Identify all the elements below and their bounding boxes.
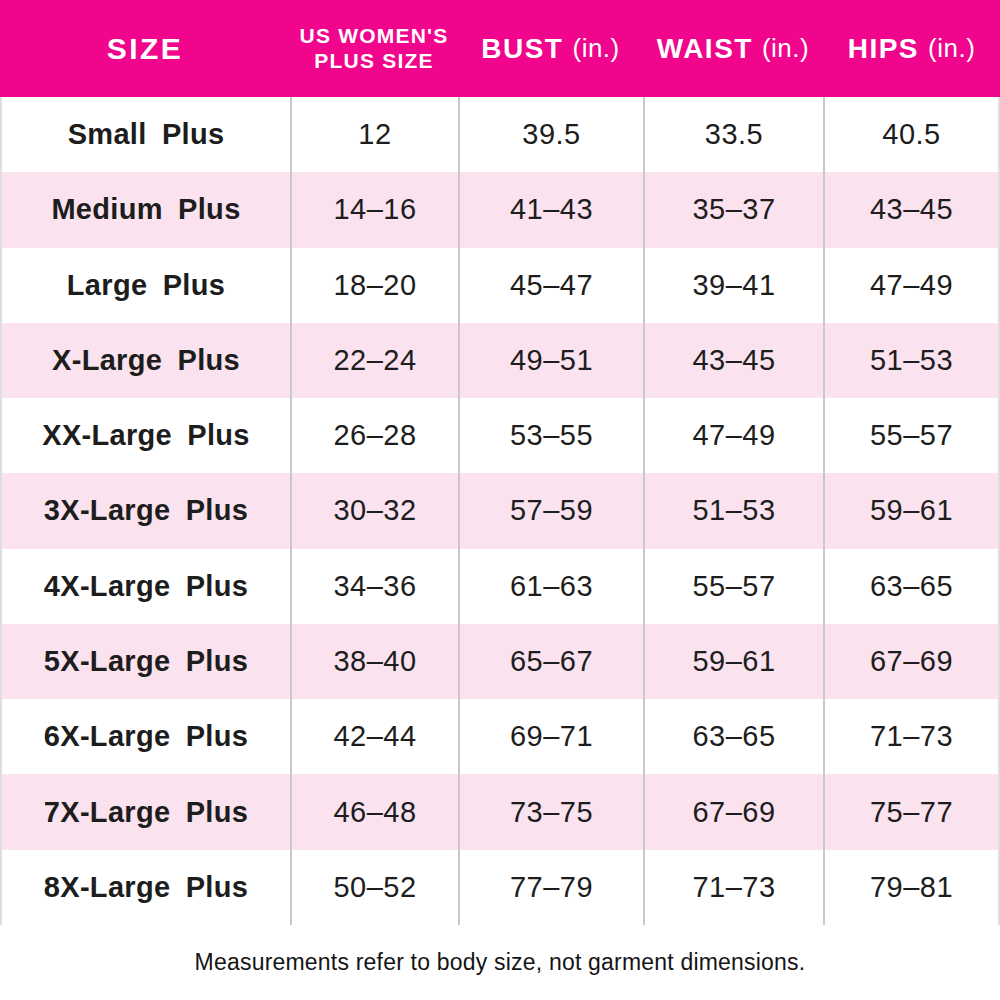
row-size-label: Small Plus (2, 97, 290, 172)
table-body: Small Plus1239.533.540.5Medium Plus14–16… (0, 97, 1000, 925)
column-header-hips-label: HIPS (848, 33, 919, 65)
cell-us_plus: 18–20 (290, 248, 458, 323)
cell-bust: 69–71 (458, 699, 643, 774)
cell-hips: 75–77 (823, 774, 998, 849)
row-size-label: Medium Plus (2, 172, 290, 247)
column-header-bust-label: BUST (481, 33, 563, 65)
column-header-line1: US WOMEN'S (300, 24, 449, 49)
table-row: 7X-Large Plus46–4873–7567–6975–77 (2, 774, 998, 849)
table-row: 5X-Large Plus38–4065–6759–6167–69 (2, 624, 998, 699)
cell-hips: 40.5 (823, 97, 998, 172)
row-size-label: X-Large Plus (2, 323, 290, 398)
row-size-label: 6X-Large Plus (2, 699, 290, 774)
cell-waist: 33.5 (643, 97, 823, 172)
column-header-us-womens-plus-size: US WOMEN'S PLUS SIZE (290, 0, 458, 97)
row-size-label: XX-Large Plus (2, 398, 290, 473)
row-size-label: 3X-Large Plus (2, 473, 290, 548)
table-header-row: SIZE US WOMEN'S PLUS SIZE BUST (in.) WAI… (0, 0, 1000, 97)
cell-hips: 55–57 (823, 398, 998, 473)
cell-waist: 39–41 (643, 248, 823, 323)
cell-waist: 51–53 (643, 473, 823, 548)
cell-hips: 67–69 (823, 624, 998, 699)
table-row: 8X-Large Plus50–5277–7971–7379–81 (2, 850, 998, 925)
cell-us_plus: 38–40 (290, 624, 458, 699)
plus-size-chart: SIZE US WOMEN'S PLUS SIZE BUST (in.) WAI… (0, 0, 1000, 1000)
cell-hips: 47–49 (823, 248, 998, 323)
cell-waist: 59–61 (643, 624, 823, 699)
cell-bust: 39.5 (458, 97, 643, 172)
cell-bust: 53–55 (458, 398, 643, 473)
row-size-label: Large Plus (2, 248, 290, 323)
footnote-text: Measurements refer to body size, not gar… (195, 949, 806, 976)
cell-bust: 73–75 (458, 774, 643, 849)
cell-hips: 63–65 (823, 549, 998, 624)
column-header-line2: PLUS SIZE (314, 49, 433, 74)
cell-bust: 57–59 (458, 473, 643, 548)
row-size-label: 7X-Large Plus (2, 774, 290, 849)
footnote-area: Measurements refer to body size, not gar… (0, 925, 1000, 1000)
table-row: X-Large Plus22–2449–5143–4551–53 (2, 323, 998, 398)
table-row: 4X-Large Plus34–3661–6355–5763–65 (2, 549, 998, 624)
cell-waist: 67–69 (643, 774, 823, 849)
cell-waist: 47–49 (643, 398, 823, 473)
row-size-label: 5X-Large Plus (2, 624, 290, 699)
cell-us_plus: 30–32 (290, 473, 458, 548)
column-header-waist-label: WAIST (657, 33, 753, 65)
table-row: 6X-Large Plus42–4469–7163–6571–73 (2, 699, 998, 774)
cell-hips: 51–53 (823, 323, 998, 398)
cell-us_plus: 42–44 (290, 699, 458, 774)
cell-waist: 63–65 (643, 699, 823, 774)
cell-waist: 55–57 (643, 549, 823, 624)
column-header-waist: WAIST (in.) (643, 0, 823, 97)
cell-bust: 45–47 (458, 248, 643, 323)
cell-us_plus: 26–28 (290, 398, 458, 473)
cell-hips: 79–81 (823, 850, 998, 925)
cell-us_plus: 12 (290, 97, 458, 172)
cell-bust: 61–63 (458, 549, 643, 624)
cell-hips: 71–73 (823, 699, 998, 774)
column-header-hips-unit: (in.) (928, 33, 975, 64)
column-header-bust-unit: (in.) (572, 33, 619, 64)
cell-bust: 41–43 (458, 172, 643, 247)
cell-us_plus: 22–24 (290, 323, 458, 398)
cell-waist: 35–37 (643, 172, 823, 247)
table-row: Small Plus1239.533.540.5 (2, 97, 998, 172)
table-row: XX-Large Plus26–2853–5547–4955–57 (2, 398, 998, 473)
cell-us_plus: 14–16 (290, 172, 458, 247)
column-header-size: SIZE (0, 0, 290, 97)
row-size-label: 4X-Large Plus (2, 549, 290, 624)
column-header-waist-unit: (in.) (762, 33, 809, 64)
cell-waist: 71–73 (643, 850, 823, 925)
row-size-label: 8X-Large Plus (2, 850, 290, 925)
column-header-bust: BUST (in.) (458, 0, 643, 97)
cell-us_plus: 34–36 (290, 549, 458, 624)
table-row: 3X-Large Plus30–3257–5951–5359–61 (2, 473, 998, 548)
table-row: Large Plus18–2045–4739–4147–49 (2, 248, 998, 323)
cell-bust: 65–67 (458, 624, 643, 699)
column-header-hips: HIPS (in.) (823, 0, 1000, 97)
cell-waist: 43–45 (643, 323, 823, 398)
cell-us_plus: 46–48 (290, 774, 458, 849)
cell-bust: 77–79 (458, 850, 643, 925)
table-row: Medium Plus14–1641–4335–3743–45 (2, 172, 998, 247)
cell-bust: 49–51 (458, 323, 643, 398)
cell-us_plus: 50–52 (290, 850, 458, 925)
cell-hips: 43–45 (823, 172, 998, 247)
cell-hips: 59–61 (823, 473, 998, 548)
